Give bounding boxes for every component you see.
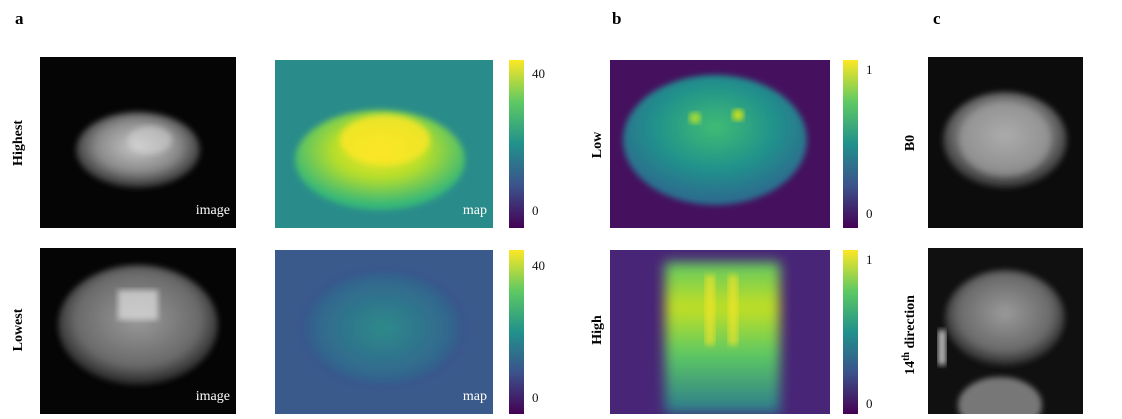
- row-label: Highest: [11, 120, 26, 166]
- label-part: direction: [903, 295, 918, 352]
- image-caption: image: [196, 203, 230, 218]
- colorbar-tick: 1: [866, 62, 873, 77]
- image-caption: image: [196, 389, 230, 404]
- row-label: Lowest: [11, 308, 26, 351]
- colorbar: [509, 60, 524, 228]
- label-part: 14: [903, 361, 918, 375]
- mri-image: image: [40, 248, 236, 414]
- colorbar-tick: 1: [866, 252, 873, 267]
- colorbar-tick: 0: [532, 203, 539, 218]
- colorbar: [843, 60, 858, 228]
- colorbar-tick: 0: [532, 390, 539, 405]
- colorbar: [843, 250, 858, 414]
- simulated-map: [610, 250, 830, 414]
- colorbar: [509, 250, 524, 414]
- parameter-map: map: [275, 250, 493, 414]
- map-caption: map: [463, 389, 487, 404]
- row-label: Low: [590, 131, 605, 158]
- figure: a b c Highest Lowest image map 40 0 imag…: [0, 0, 1122, 414]
- colorbar-tick: 0: [866, 396, 873, 411]
- mri-image: image: [40, 57, 236, 228]
- row-label: High: [590, 315, 605, 345]
- row-label: B0: [903, 135, 918, 151]
- map-caption: map: [463, 203, 487, 218]
- panel-letter: c: [933, 9, 941, 28]
- mri-image: [928, 57, 1083, 228]
- row-label: 14th direction: [901, 295, 918, 375]
- colorbar-tick: 40: [532, 66, 545, 81]
- parameter-map: map: [275, 60, 493, 228]
- panel-letter: a: [15, 9, 24, 28]
- mri-image: [928, 248, 1083, 414]
- colorbar-tick: 40: [532, 258, 545, 273]
- panel-letter: b: [612, 9, 621, 28]
- simulated-map: [610, 60, 830, 228]
- colorbar-tick: 0: [866, 206, 873, 221]
